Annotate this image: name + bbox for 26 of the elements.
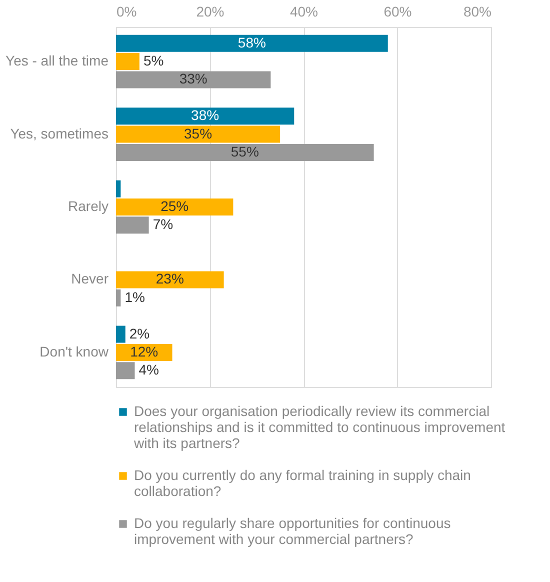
data-label: 5% (143, 52, 164, 69)
x-tick-label: 80% (463, 4, 492, 20)
y-tick-label: Rarely (68, 198, 108, 214)
x-tick-label: 40% (290, 4, 318, 20)
x-tick-label: 20% (196, 4, 224, 20)
data-label: 23% (156, 270, 184, 287)
data-label: 2% (129, 325, 150, 342)
x-tick-label: 0% (116, 4, 137, 20)
y-tick-label: Never (71, 270, 109, 287)
data-label: 4% (138, 362, 159, 378)
legend-label: Do you currently do any formal training in supply chain collaboration? (134, 467, 471, 499)
data-label: 33% (179, 70, 208, 87)
data-label: 7% (152, 216, 174, 232)
data-label: 55% (230, 143, 259, 160)
data-label: 35% (184, 125, 212, 142)
legend-label: Does your organisation periodically review its commercial relationships and is it committed to continuous improvement with its partners? (133, 403, 506, 451)
data-label: 12% (130, 343, 158, 360)
legend-label: Do you regularly share opportunities for continuous improvement with your commercial partners? (134, 515, 451, 547)
y-tick-label: Yes, sometimes (10, 125, 108, 142)
y-tick-label: Yes - all the time (6, 52, 109, 69)
data-label: 38% (191, 107, 220, 124)
y-tick-label: Don't know (40, 343, 110, 360)
x-tick-label: 60% (384, 4, 412, 20)
data-label: 58% (238, 34, 266, 50)
data-label: 1% (124, 288, 145, 305)
data-label: 25% (160, 198, 189, 214)
